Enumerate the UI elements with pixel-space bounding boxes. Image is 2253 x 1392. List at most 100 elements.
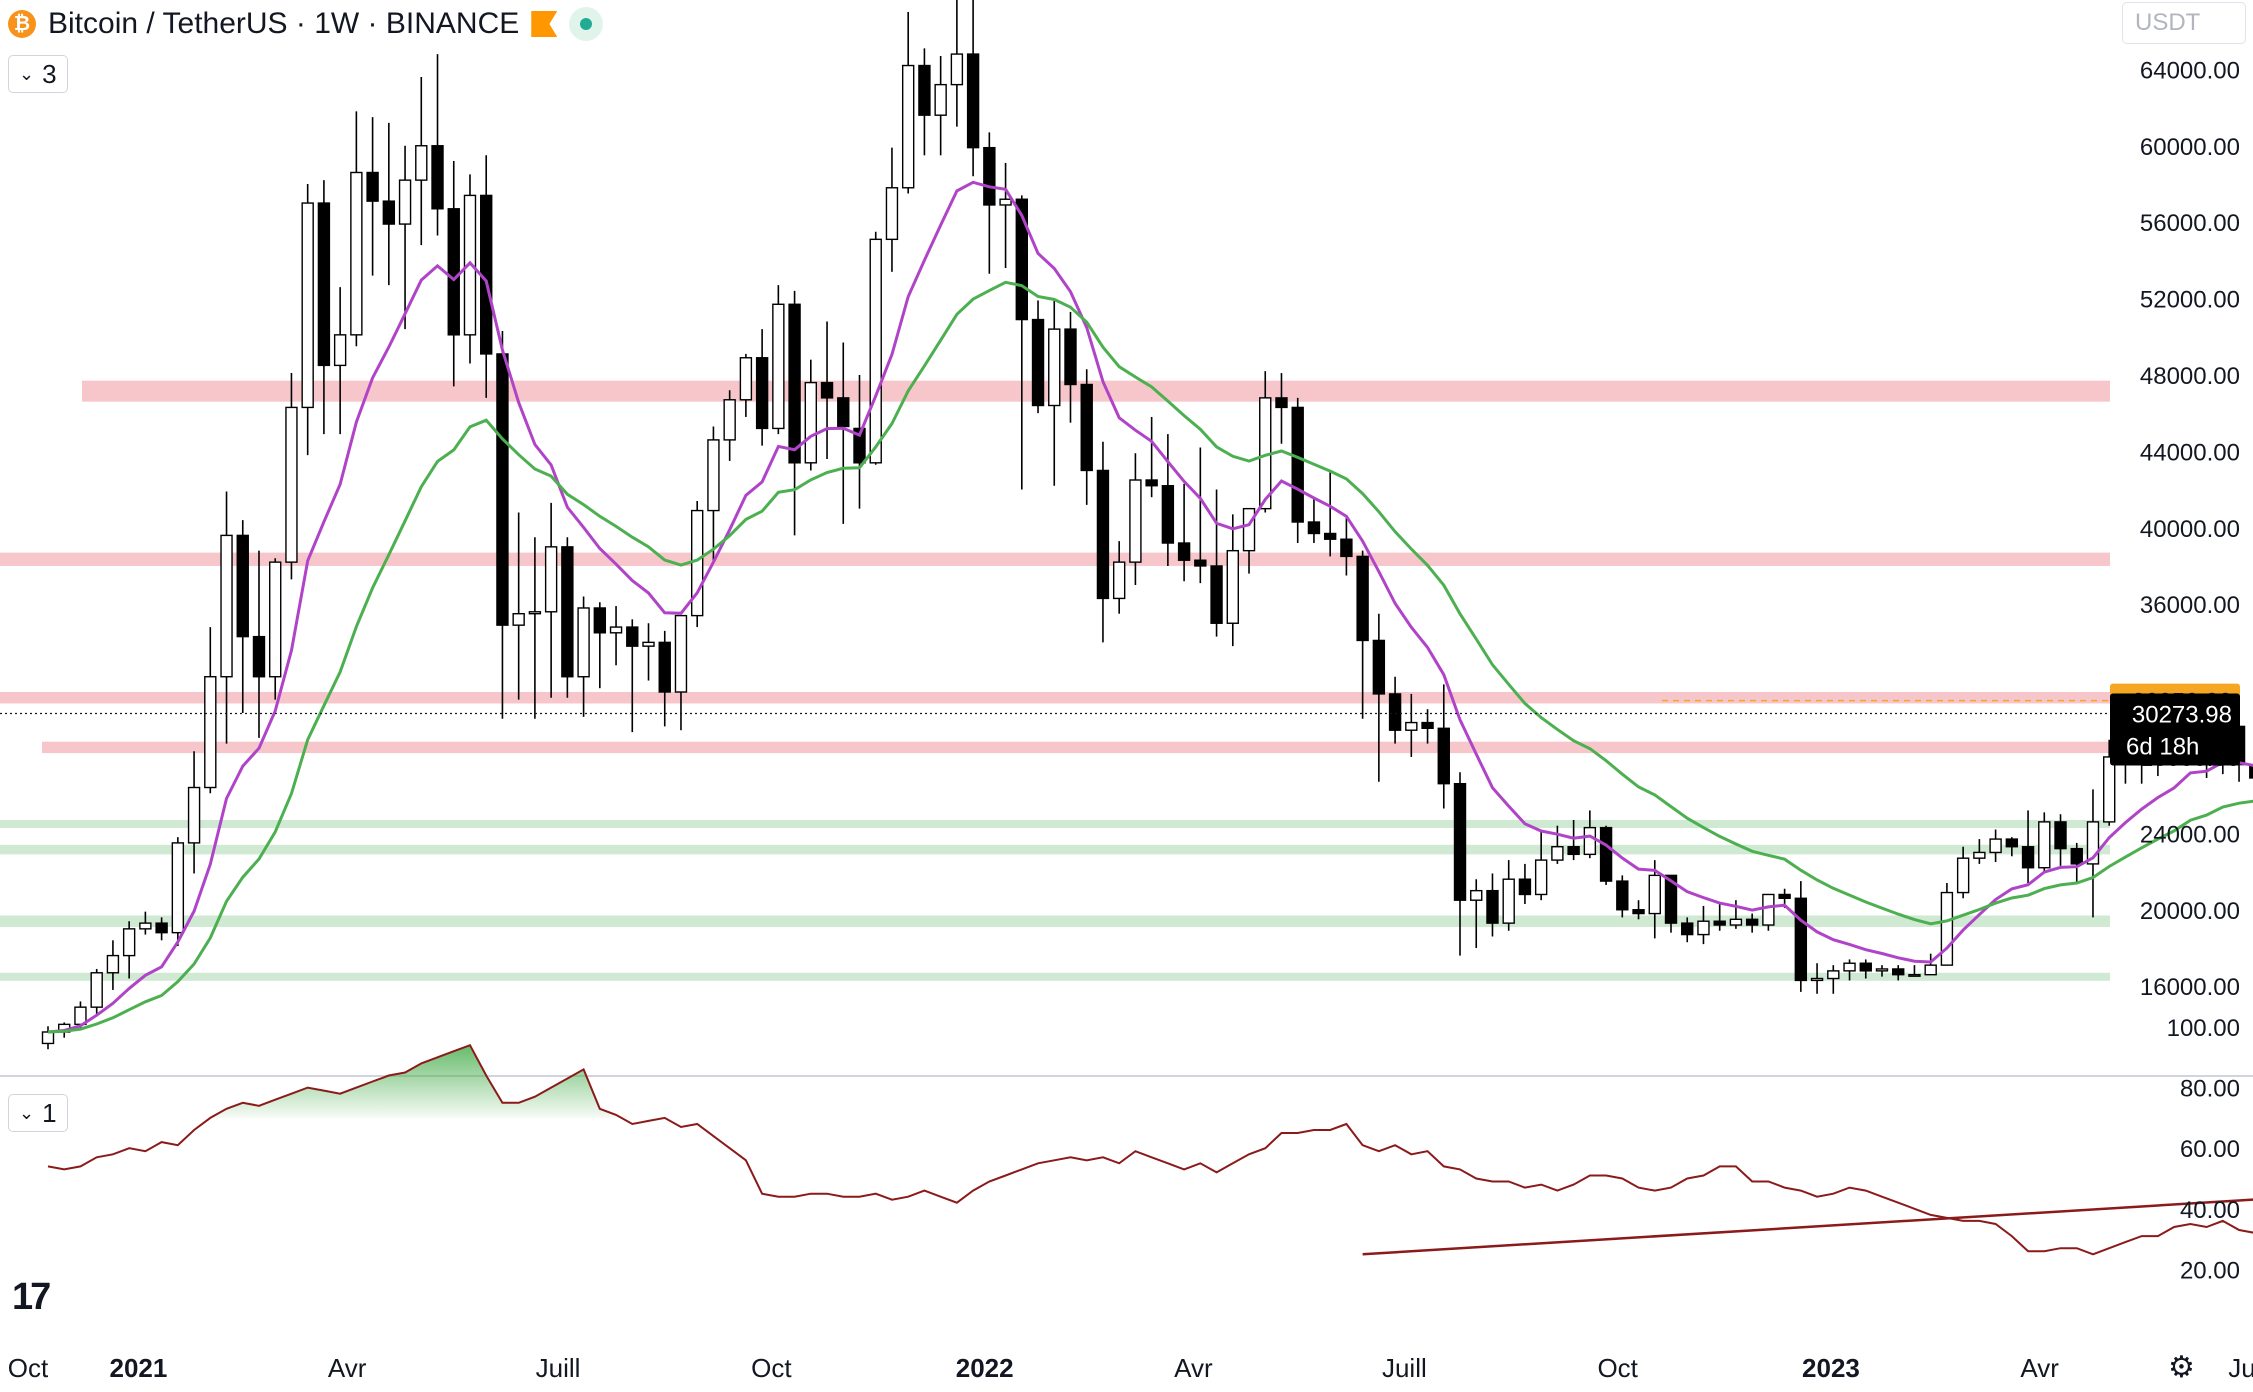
candle-body <box>1080 383 1093 472</box>
candle-body <box>1502 878 1515 924</box>
candle-body <box>1729 918 1743 926</box>
candle-body <box>1161 485 1175 544</box>
indicator-tick-label: 100.00 <box>2167 1015 2240 1042</box>
candle-body <box>934 83 947 116</box>
candle-body <box>739 357 753 401</box>
main-pane-indicator-count: 3 <box>42 58 57 89</box>
candle-body <box>269 561 282 678</box>
price-tick-label: 60000.00 <box>2140 134 2240 161</box>
price-tick-label: 52000.00 <box>2140 287 2240 314</box>
candle-body <box>463 194 477 336</box>
candle-body <box>1015 198 1028 321</box>
price-tick-label: 56000.00 <box>2140 210 2240 237</box>
flag-icon[interactable] <box>531 11 558 37</box>
candle-body <box>918 64 931 116</box>
ema-slow-line <box>47 280 2253 1034</box>
candle-body <box>1437 727 1450 785</box>
symbol-title[interactable]: Bitcoin / TetherUS · 1W · BINANCE <box>48 7 520 40</box>
candle-body <box>415 145 428 181</box>
candle-body <box>447 208 460 336</box>
candle-body <box>1599 826 1613 882</box>
candle-body <box>2021 846 2035 869</box>
candle-body <box>512 613 525 626</box>
indicator-tick-label: 60.00 <box>2180 1136 2240 1163</box>
candle-body <box>1470 889 1483 901</box>
candle-body <box>1340 538 1353 558</box>
candle-body <box>804 381 818 464</box>
price-tick-label: 24000.00 <box>2140 821 2240 848</box>
symbol-header[interactable]: ₿ Bitcoin / TetherUS · 1W · BINANCE <box>8 4 604 44</box>
candle-body <box>1664 874 1678 924</box>
time-tick-label: 2021 <box>110 1353 168 1383</box>
candle-body <box>122 928 136 957</box>
candle-body <box>1064 328 1077 386</box>
candle-body <box>1551 846 1564 861</box>
price-tick-label: 64000.00 <box>2140 57 2240 84</box>
time-tick-label: 2022 <box>956 1353 1014 1383</box>
candle-body <box>1843 962 1856 972</box>
candle-body <box>220 534 233 678</box>
market-status-icon[interactable] <box>569 7 604 41</box>
candle-body <box>820 381 834 399</box>
candlestick-series <box>41 0 2253 1050</box>
candle-body <box>1048 328 1061 407</box>
candle-body <box>707 439 720 512</box>
candle-body <box>950 53 964 86</box>
candle-body <box>2038 821 2051 869</box>
price-tick-label: 44000.00 <box>2140 439 2240 466</box>
price-tick-label: 48000.00 <box>2140 363 2240 390</box>
candle-body <box>1567 846 1580 856</box>
price-tick-label: 36000.00 <box>2140 592 2240 619</box>
candle-body <box>317 202 331 367</box>
price-tick-label: 16000.00 <box>2140 974 2240 1001</box>
candle-body <box>333 334 347 367</box>
last-price-text: 30273.98 <box>2132 702 2232 729</box>
candle-body <box>674 614 688 693</box>
time-axis[interactable]: Oct 2021 Avr Juill Oct 2022 Avr Juill Oct 2023 Avr… <box>8 1353 2253 1383</box>
indicator-tick-label: 40.00 <box>2180 1197 2240 1224</box>
tradingview-logo: 17 <box>12 1276 51 1318</box>
candle-body <box>561 546 574 678</box>
candle-body <box>301 202 314 409</box>
candle-body <box>1940 891 1954 966</box>
candle-body <box>382 200 396 225</box>
candle-body <box>1129 479 1142 563</box>
candle-body <box>885 187 899 241</box>
candle-body <box>139 922 152 930</box>
countdown-text: 6d 18h <box>2126 734 2199 761</box>
resistance-zone <box>42 741 2110 754</box>
time-tick-label: Juill <box>536 1353 581 1383</box>
candle-body <box>1762 893 1775 926</box>
candle-body <box>788 303 801 464</box>
settings-icon[interactable]: ⚙ <box>2168 1351 2195 1384</box>
candle-body <box>171 842 185 934</box>
price-axis[interactable]: 64000.00 60000.00 56000.00 52000.00 48000.00… <box>2140 57 2240 1284</box>
candle-body <box>577 607 590 678</box>
resistance-zone <box>0 552 2110 566</box>
candle-body <box>41 1031 55 1045</box>
chevron-down-icon: ⌄ <box>19 1102 35 1123</box>
candle-body <box>1810 977 1824 982</box>
support-zone <box>0 819 2110 828</box>
candle-body <box>1356 555 1369 642</box>
bitcoin-icon: ₿ <box>8 10 36 38</box>
support-zone <box>0 972 2110 981</box>
candle-body <box>1486 889 1499 924</box>
candle-body <box>285 406 298 563</box>
candle-body <box>1145 479 1158 487</box>
candle-body <box>1226 549 1239 624</box>
candle-body <box>1031 318 1045 407</box>
candle-body <box>1875 968 1889 972</box>
candle-body <box>2249 763 2253 779</box>
candle-body <box>1518 878 1532 896</box>
candle-body <box>204 676 217 789</box>
currency-selector[interactable]: USDT <box>2122 2 2246 44</box>
candle-body <box>837 397 850 428</box>
indicator-pane-collapse-button[interactable]: ⌄ 1 <box>8 1094 68 1132</box>
candle-body <box>1323 532 1337 540</box>
candle-body <box>1177 542 1191 561</box>
candle-body <box>1388 693 1402 731</box>
main-pane-collapse-button[interactable]: ⌄ 3 <box>8 55 68 93</box>
candle-body <box>236 534 249 638</box>
